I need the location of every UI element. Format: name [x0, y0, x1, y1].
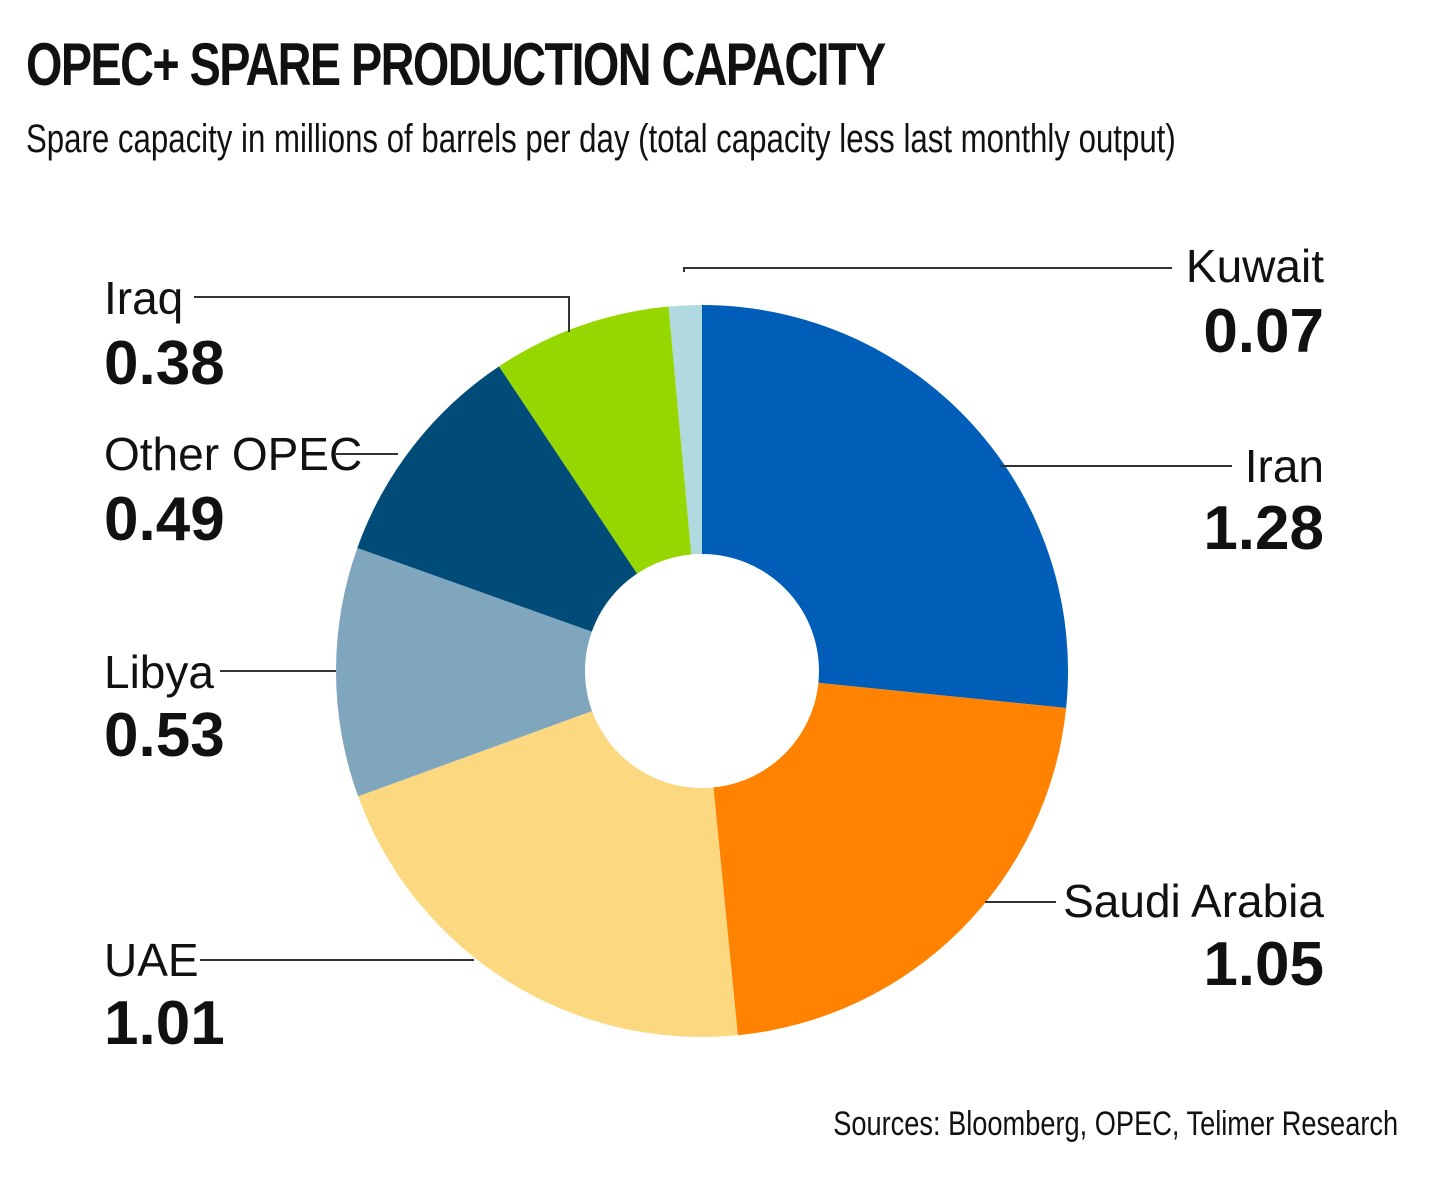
- slice-libya: [336, 547, 702, 797]
- slice-label-libya: Libya: [104, 646, 214, 698]
- slice-value-saudi-arabia: 1.05: [1203, 930, 1324, 999]
- donut-slices: [336, 305, 1069, 1037]
- slice-label-iran: Iran: [1245, 440, 1324, 492]
- slice-saudi-arabia: [702, 671, 1067, 1036]
- slice-label-saudi-arabia: Saudi Arabia: [1063, 875, 1324, 927]
- slice-label-kuwait: Kuwait: [1186, 240, 1324, 292]
- slice-value-iraq: 0.38: [104, 329, 225, 398]
- slice-label-iraq: Iraq: [104, 272, 183, 324]
- slice-value-kuwait: 0.07: [1203, 297, 1324, 366]
- chart-title: OPEC+ SPARE PRODUCTION CAPACITY: [26, 31, 886, 98]
- donut-hole: [585, 554, 819, 788]
- leader-line-kuwait: [683, 267, 1172, 272]
- leader-line-iraq: [194, 296, 570, 332]
- leader-lines: [194, 267, 1232, 961]
- source-note: Sources: Bloomberg, OPEC, Telimer Resear…: [833, 1105, 1398, 1143]
- slice-value-libya: 0.53: [104, 701, 225, 770]
- slice-value-iran: 1.28: [1203, 494, 1324, 563]
- slice-value-uae: 1.01: [104, 989, 225, 1058]
- chart-subtitle: Spare capacity in millions of barrels pe…: [26, 117, 1176, 161]
- slice-label-other-opec: Other OPEC: [104, 428, 362, 480]
- slice-value-other-opec: 0.49: [104, 485, 225, 554]
- slice-label-uae: UAE: [104, 934, 199, 986]
